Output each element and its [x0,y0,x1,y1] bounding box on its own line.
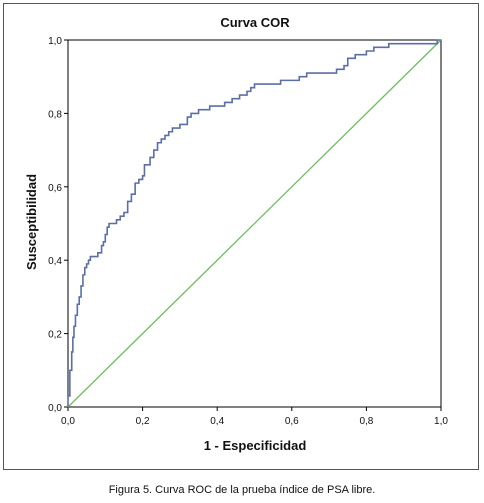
plot-area: 0,0 0,2 0,4 0,6 0,8 1,0 0,0 0,2 0,4 0,6 0,8 1,0 [48,36,448,427]
y-tick-label: 0,4 [48,256,62,267]
x-axis-label: 1 - Especificidad [204,438,307,453]
x-tick-label: 0,4 [210,416,224,427]
figure-frame: Curva COR 0,0 0,2 0,4 0,6 0,8 1,0 0,0 0,2 0,4 0,6… [3,3,479,470]
y-tick-label: 0,2 [48,330,62,341]
y-tick-label: 1,0 [48,36,62,47]
reference-diagonal-line [67,39,442,408]
roc-curve-line [67,39,441,407]
figure-caption: Figura 5. Curva ROC de la prueba índice … [108,484,376,496]
y-tick-label: 0,0 [48,403,62,414]
x-tick-label: 0,2 [136,416,150,427]
y-tick-label: 0,6 [48,183,62,194]
plot-border [67,39,442,408]
y-tick-label: 0,8 [48,109,62,120]
roc-chart: Curva COR 0,0 0,2 0,4 0,6 0,8 1,0 0,0 0,2 0,4 0,6… [24,15,448,453]
x-tick-label: 0,6 [285,416,299,427]
y-axis-label: Susceptibilidad [24,174,39,270]
x-tick-label: 0,0 [61,416,75,427]
x-tick-label: 0,8 [359,416,373,427]
chart-title: Curva COR [220,15,290,30]
x-tick-label: 1,0 [434,416,448,427]
